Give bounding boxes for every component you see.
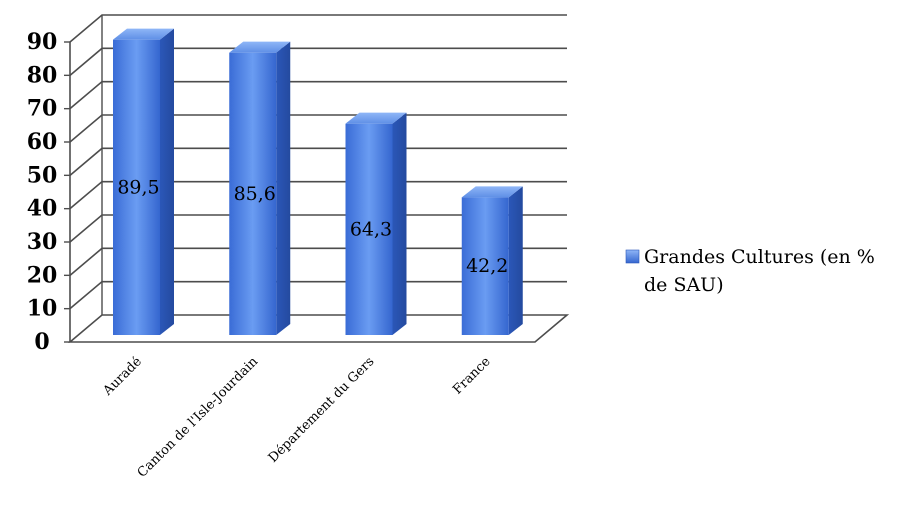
axes — [64, 15, 570, 343]
x-tick-label: France — [450, 354, 494, 398]
bar — [461, 186, 523, 335]
bar-front — [113, 39, 160, 336]
bar — [113, 28, 174, 336]
bars — [113, 28, 523, 336]
bar-front — [461, 197, 509, 335]
data-label: 85,6 — [234, 183, 276, 205]
x-tick-label: Auradé — [100, 354, 145, 399]
y-tick-label: 10 — [27, 296, 58, 322]
y-tick-label: 0 — [34, 329, 49, 355]
y-tick-label: 70 — [27, 96, 58, 122]
bar — [229, 41, 291, 336]
bar-top — [113, 28, 174, 40]
data-labels: 89,5 85,6 64,3 42,2 — [117, 176, 508, 277]
y-tick-label: 50 — [27, 162, 58, 188]
bar-front — [345, 123, 393, 336]
chart-floor — [67, 314, 570, 343]
bar-side — [160, 28, 174, 336]
bar — [345, 112, 407, 336]
legend-swatch — [625, 249, 640, 264]
x-tick-label: Canton de l'Isle-Jourdain — [135, 354, 262, 481]
legend-label-line-2: de SAU) — [644, 274, 724, 296]
y-tick-label: 40 — [27, 196, 58, 222]
bar-top — [461, 186, 523, 198]
data-label: 42,2 — [466, 255, 508, 277]
bar-front — [229, 52, 277, 336]
x-tick-label: Département du Gers — [266, 354, 378, 466]
bar-side — [392, 112, 407, 336]
bar-side — [508, 186, 523, 335]
data-label: 89,5 — [117, 176, 159, 198]
y-tick-label: 30 — [27, 229, 58, 255]
legend: Grandes Cultures (en % de SAU) — [625, 246, 875, 296]
y-tick-label: 90 — [27, 29, 58, 55]
legend-label-line-1: Grandes Cultures (en % — [644, 246, 875, 268]
y-axis-tick-labels: 0 10 20 30 40 50 60 70 80 90 — [27, 29, 58, 355]
y-tick-label: 80 — [27, 62, 58, 88]
data-label: 64,3 — [350, 218, 392, 240]
bar-top — [229, 41, 291, 53]
y-tick-label: 60 — [27, 129, 58, 155]
bar-top — [345, 112, 407, 124]
y-tick-label: 20 — [27, 262, 58, 288]
bar-side — [276, 41, 291, 336]
